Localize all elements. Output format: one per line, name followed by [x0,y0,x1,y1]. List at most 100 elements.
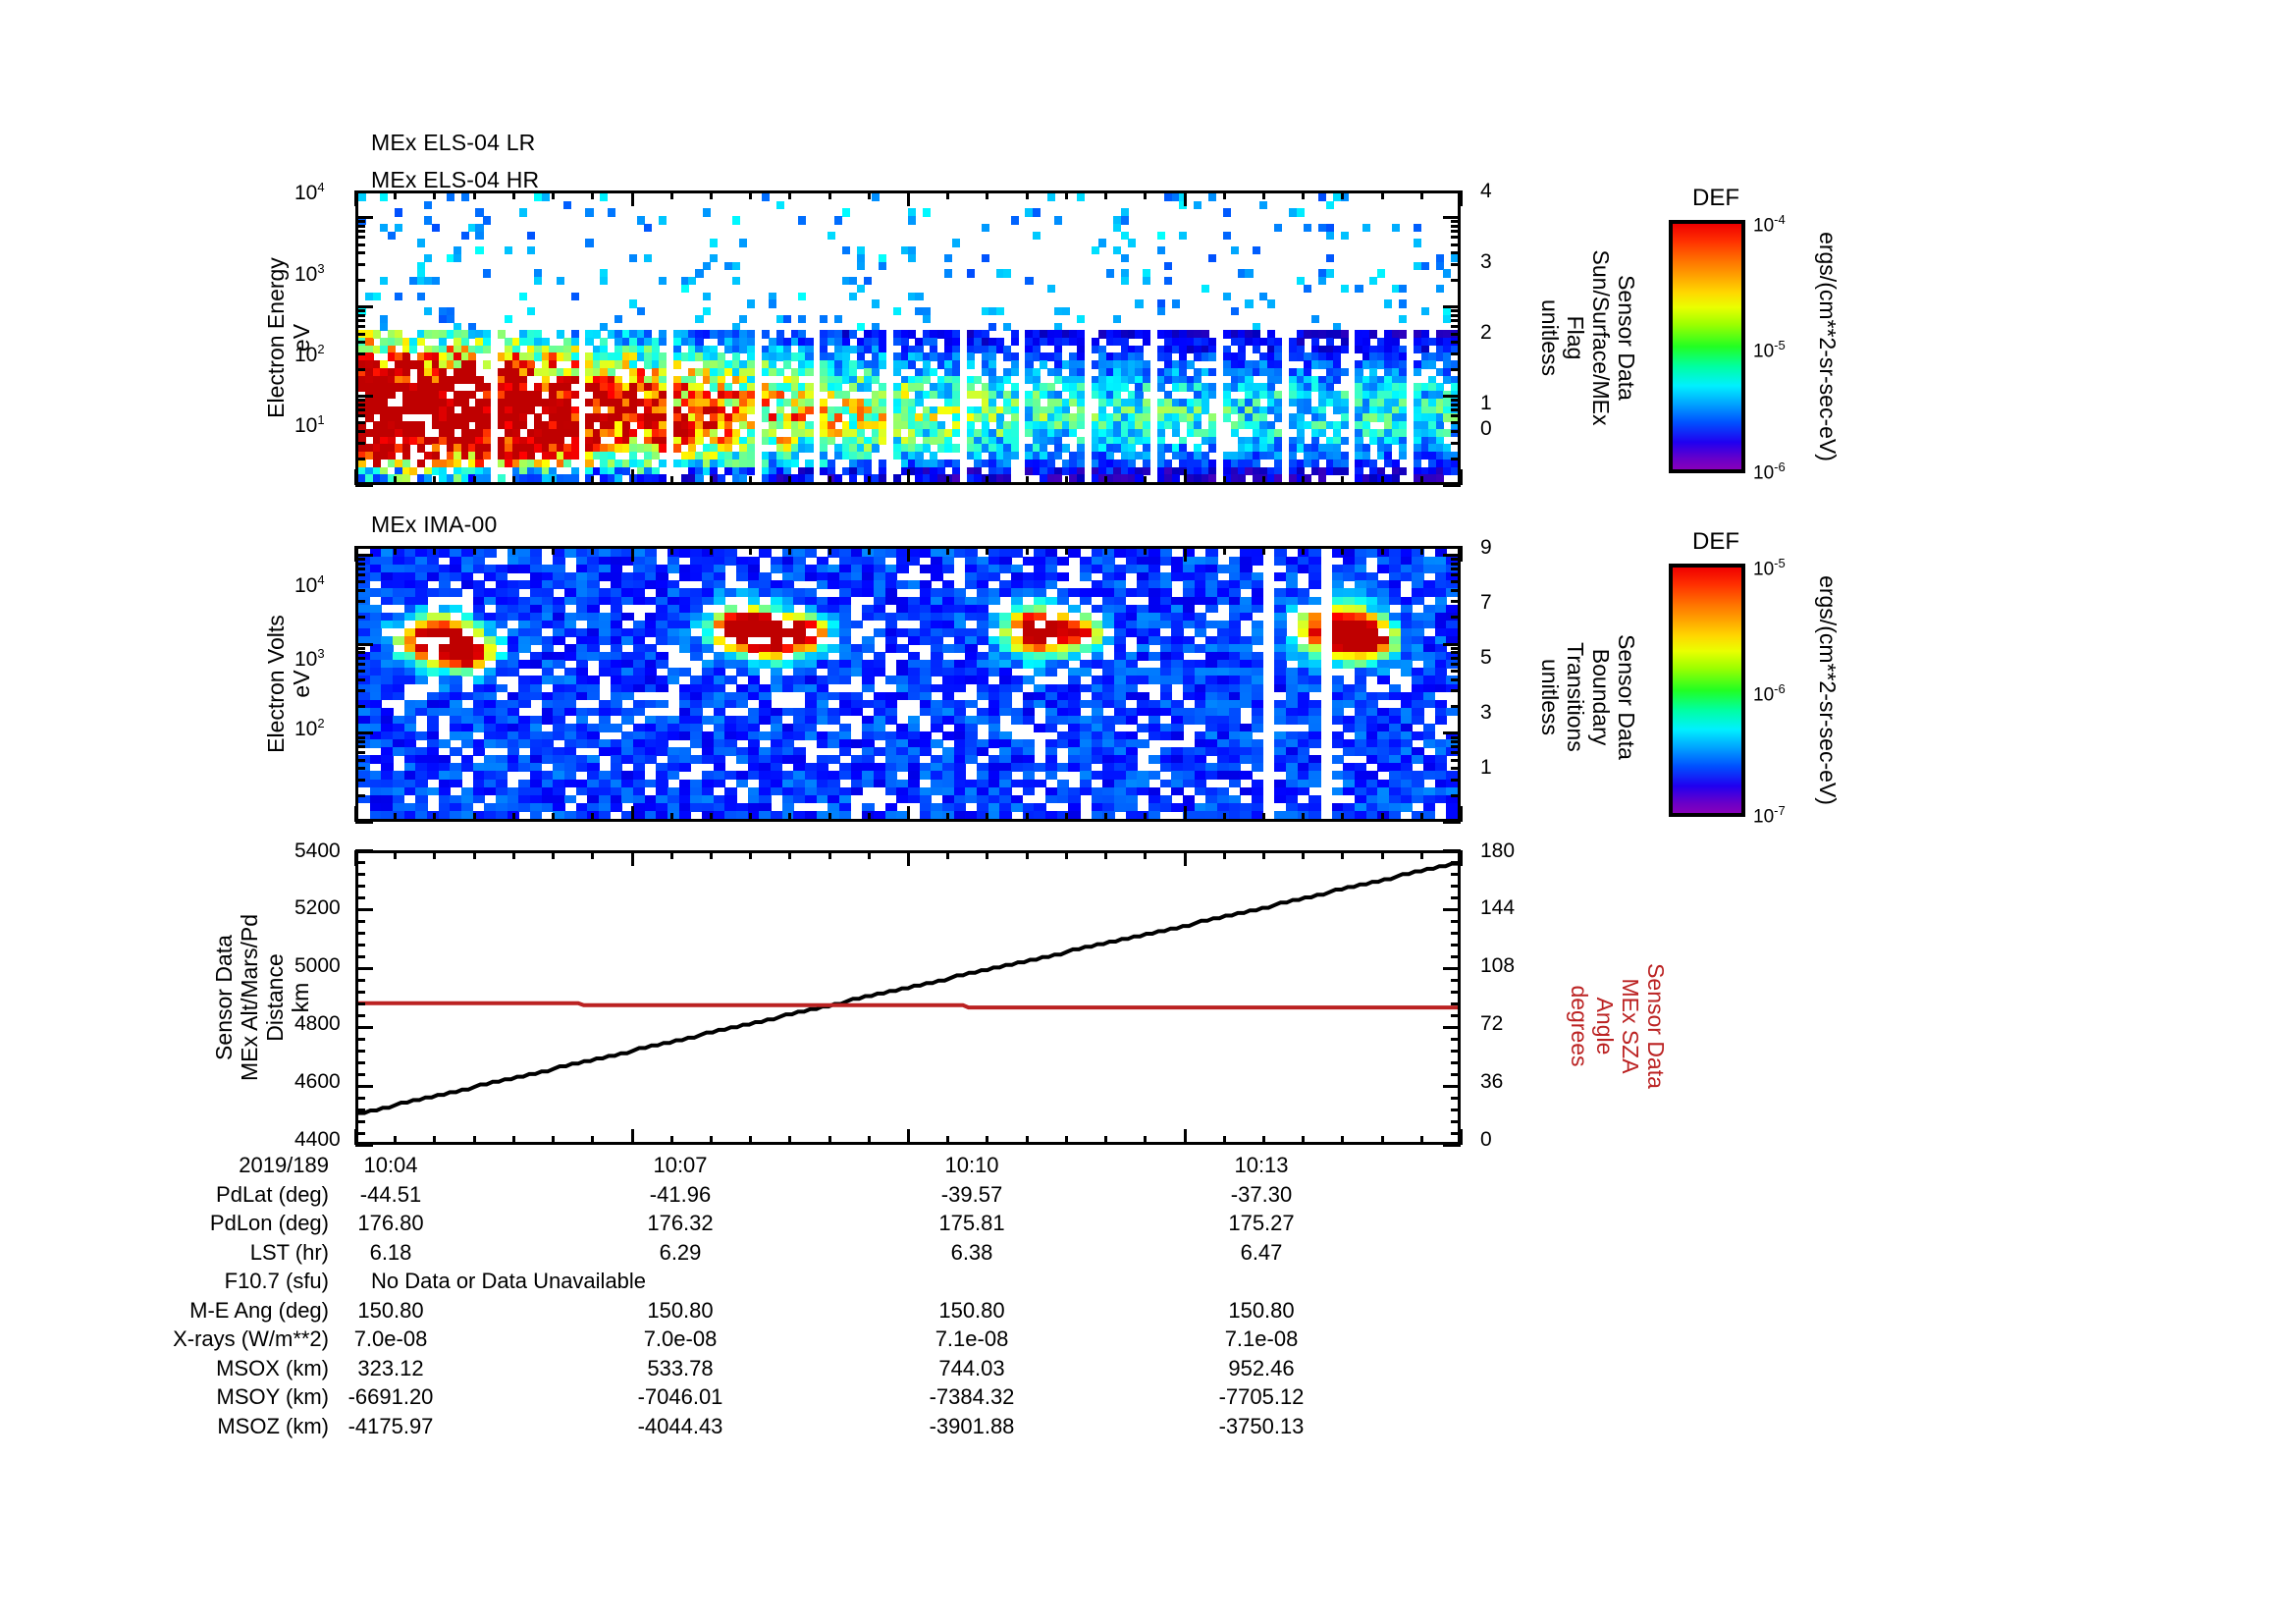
x-axis-tick [1380,546,1384,555]
x-axis-tick [630,850,634,866]
x-axis-tick [828,850,831,859]
x-axis-tick [1380,813,1384,822]
axis-tick [355,955,365,958]
x-axis-tick [907,806,910,822]
x-axis-tick [591,850,595,859]
x-axis-tick [354,850,357,866]
table-row-value: 150.80 [647,1297,714,1323]
axis-tick [355,656,365,660]
axis-tick [355,484,373,487]
x-axis-tick [1419,1136,1423,1145]
x-axis-tick [1460,546,1463,562]
table-row-value: -37.30 [1230,1181,1293,1207]
panel1-ytick-1e4: 104 [294,180,325,204]
x-axis-tick [986,1136,989,1145]
x-axis-tick [828,546,831,555]
x-axis-tick [709,546,713,555]
x-axis-tick [749,1136,753,1145]
axis-tick [1451,558,1461,562]
x-axis-tick [472,1136,476,1145]
table-row-value: -44.51 [359,1181,422,1207]
x-axis-tick [709,476,713,485]
x-axis-tick [788,1136,792,1145]
x-axis-tick [472,813,476,822]
x-axis-tick [1104,1136,1108,1145]
axis-tick [1451,758,1461,762]
panel3-right-ytick-72: 72 [1480,1012,1504,1035]
x-axis-tick [1341,546,1345,555]
axis-tick [1451,677,1461,681]
axis-tick [355,896,365,899]
x-axis-tick [946,190,950,199]
x-axis-tick [354,546,357,562]
panel-altitude-sza[interactable] [355,850,1461,1145]
els-spectrogram-canvas [358,193,1458,482]
table-row-value: 150.80 [938,1297,1005,1323]
axis-tick [1451,944,1461,947]
axis-tick [1443,1144,1461,1147]
x-axis-tick [828,813,831,822]
x-axis-tick [1183,546,1187,562]
x-axis-tick [1144,850,1148,859]
panel1-right-tick-4: 4 [1480,180,1492,202]
panel-els-spectrogram[interactable] [355,190,1461,485]
axis-tick [355,758,365,762]
axis-tick [1451,230,1461,234]
axis-tick [355,332,365,336]
x-axis-tick [907,546,910,562]
table-row-value: 7.0e-08 [353,1326,428,1351]
panel3-ytick-4800: 4800 [294,1012,341,1035]
x-axis-tick [946,1136,950,1145]
axis-tick [1451,1014,1461,1017]
x-axis-tick [1222,813,1226,822]
panel2-title: MEx IMA-00 [371,512,498,537]
axis-tick [355,216,373,220]
table-row-value: 150.80 [1228,1297,1295,1323]
x-axis-tick [1144,190,1148,199]
axis-tick [355,278,365,282]
x-axis-tick [867,813,871,822]
axis-tick [355,705,365,709]
axis-tick [1451,885,1461,888]
axis-tick [1451,352,1461,355]
table-row-label: PdLon (deg) [209,1211,329,1235]
colorbar-els-title: DEF [1692,185,1739,211]
x-axis-tick [1419,476,1423,485]
panel2-right-ylabel-line1: Sensor Data [1614,634,1639,760]
axis-tick [355,305,373,309]
axis-tick [1443,305,1461,309]
x-axis-tick [1302,1136,1306,1145]
table-row-value: -6691.20 [347,1384,434,1409]
axis-tick [355,778,365,782]
x-axis-tick [986,476,989,485]
axis-tick [1443,967,1461,970]
x-axis-tick [1261,850,1265,859]
table-row-value: -3901.88 [929,1413,1015,1438]
panel1-right-ylabel-line1: Sensor Data [1614,275,1639,401]
x-axis-tick [1222,476,1226,485]
x-axis-tick [552,813,556,822]
x-axis-tick [630,806,634,822]
table-row-value: 7.1e-08 [1224,1326,1299,1351]
x-axis-tick [907,469,910,485]
x-axis-tick [788,476,792,485]
table-row-value: 533.78 [647,1355,714,1380]
axis-tick [1451,896,1461,899]
axis-tick [355,421,365,425]
axis-tick [1451,251,1461,255]
axis-tick [355,1144,373,1147]
axis-tick [355,740,365,744]
panel2-right-tick-7: 7 [1480,591,1492,614]
axis-tick [355,1002,365,1005]
x-axis-tick [433,850,437,859]
table-row-value: 7.0e-08 [643,1326,718,1351]
x-axis-tick [669,190,673,199]
axis-tick [1451,932,1461,935]
colorbar-els-gradient [1669,220,1745,473]
x-axis-tick [433,1136,437,1145]
x-axis-tick [749,476,753,485]
x-axis-tick [394,813,398,822]
panel-ima-spectrogram[interactable] [355,546,1461,822]
table-row-value: 6.47 [1240,1239,1283,1265]
x-axis-tick [1025,190,1029,199]
